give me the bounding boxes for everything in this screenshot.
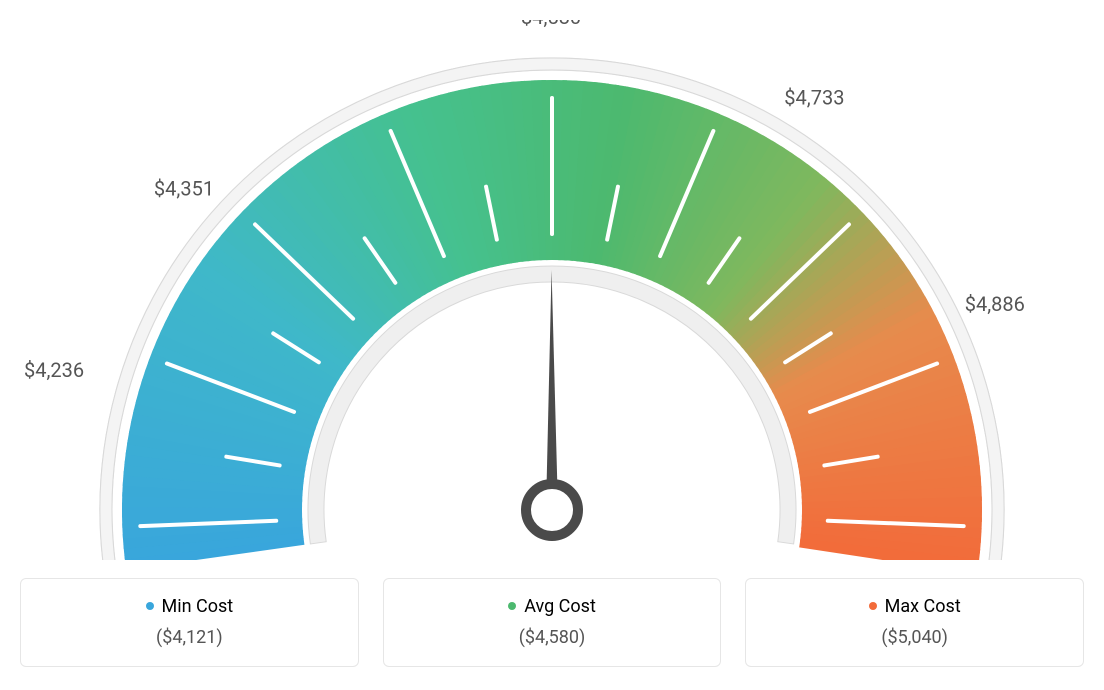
svg-text:$4,236: $4,236 [24, 358, 84, 382]
svg-text:$4,886: $4,886 [965, 292, 1025, 316]
legend-value-min: ($4,121) [39, 627, 340, 648]
legend-title-max-text: Max Cost [885, 596, 961, 617]
legend-value-max: ($5,040) [764, 627, 1065, 648]
legend-title-min-text: Min Cost [162, 596, 234, 617]
gauge-svg: $4,121$4,236$4,351$4,580$4,733$4,886$5,0… [20, 20, 1084, 560]
legend-card-min: Min Cost ($4,121) [20, 578, 359, 667]
legend-dot-max [869, 602, 877, 610]
legend-title-min: Min Cost [146, 596, 234, 617]
legend-title-max: Max Cost [869, 596, 961, 617]
legend-card-avg: Avg Cost ($4,580) [383, 578, 722, 667]
legend-dot-avg [508, 602, 516, 610]
legend-title-avg: Avg Cost [508, 596, 596, 617]
svg-text:$4,733: $4,733 [784, 86, 844, 110]
svg-text:$4,351: $4,351 [154, 177, 214, 201]
legend-row: Min Cost ($4,121) Avg Cost ($4,580) Max … [20, 578, 1084, 667]
legend-title-avg-text: Avg Cost [524, 596, 596, 617]
legend-value-avg: ($4,580) [402, 627, 703, 648]
svg-text:$4,580: $4,580 [521, 20, 581, 29]
legend-card-max: Max Cost ($5,040) [745, 578, 1084, 667]
cost-gauge-chart: $4,121$4,236$4,351$4,580$4,733$4,886$5,0… [20, 20, 1084, 667]
legend-dot-min [146, 602, 154, 610]
